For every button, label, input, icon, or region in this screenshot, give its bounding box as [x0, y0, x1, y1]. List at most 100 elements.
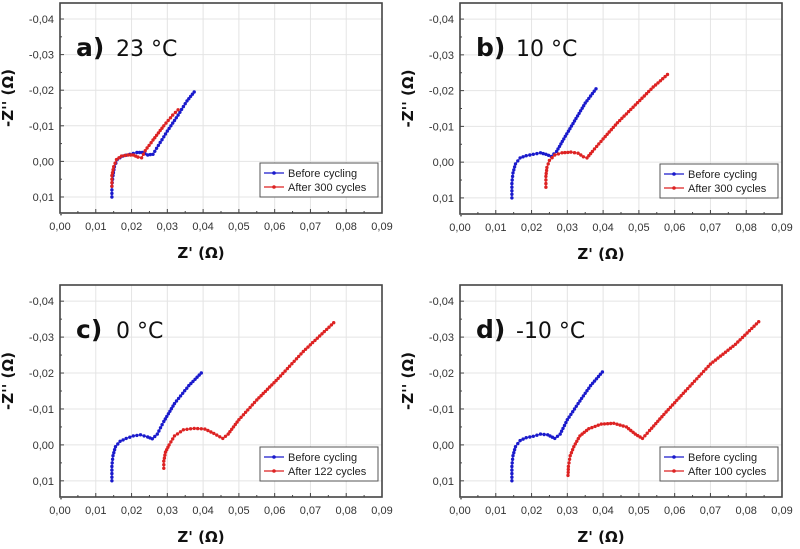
data-point [212, 431, 216, 436]
data-point [524, 436, 528, 440]
x-tick-label: 0,06 [264, 505, 285, 517]
data-point [228, 430, 232, 434]
data-point [178, 394, 183, 398]
x-tick-label: 0,05 [628, 505, 649, 517]
y-tick-label: -0,01 [29, 404, 54, 416]
data-point [577, 111, 581, 116]
data-point [544, 168, 549, 173]
data-point [562, 423, 567, 428]
data-point [303, 347, 308, 351]
data-point [706, 364, 710, 369]
panel-temperature: -10 °C [516, 319, 585, 344]
data-point [597, 142, 601, 146]
legend-marker [672, 186, 676, 190]
y-tick-label: -0,01 [429, 121, 454, 133]
data-point [183, 102, 187, 106]
data-point [656, 419, 660, 423]
data-point [635, 101, 640, 105]
data-point [158, 128, 162, 133]
panel-temperature: 10 °C [516, 37, 577, 62]
data-point [237, 418, 241, 422]
data-point [121, 438, 125, 442]
data-point [187, 383, 191, 388]
data-point [697, 374, 701, 378]
data-point [510, 181, 514, 186]
data-point [613, 123, 618, 127]
data-point [590, 149, 595, 154]
data-point [620, 116, 624, 121]
y-tick-label: -0,02 [29, 85, 54, 97]
data-point [633, 103, 637, 107]
data-point [246, 408, 250, 412]
data-point [535, 151, 539, 156]
data-point [521, 155, 525, 159]
data-point [581, 155, 586, 159]
data-point [601, 137, 605, 141]
data-point [679, 394, 683, 398]
data-point [272, 381, 276, 385]
data-point [511, 454, 515, 458]
y-tick-label: -0,03 [29, 332, 54, 344]
data-point [716, 356, 720, 360]
data-point [582, 430, 586, 434]
data-point [652, 424, 656, 428]
x-tick-label: 0,07 [700, 505, 721, 517]
data-point [553, 153, 557, 157]
data-point [638, 98, 642, 103]
data-point [711, 360, 715, 364]
y-tick-label: -0,03 [429, 332, 454, 344]
data-point [297, 354, 301, 359]
legend-box [659, 163, 779, 199]
data-point [650, 426, 654, 430]
panel-b: 0,00 0,01 0,02 0,03 0,04 0,05 0,06 0,07 0,08 0,09… [399, 2, 793, 263]
data-point [510, 185, 514, 189]
data-point [611, 125, 615, 130]
data-point [518, 438, 522, 443]
data-point [572, 445, 576, 449]
data-point [579, 153, 583, 157]
data-point [644, 92, 649, 96]
data-point [320, 332, 324, 336]
x-tick-label: 0,08 [336, 505, 357, 517]
data-point [114, 157, 119, 162]
data-point [164, 121, 168, 125]
y-axis-title: -Z'' (Ω) [0, 69, 17, 127]
data-point [168, 116, 173, 120]
x-tick-label: 0,02 [121, 505, 142, 517]
data-point [544, 152, 548, 156]
data-point [110, 479, 114, 483]
data-point [546, 153, 551, 157]
data-point [598, 372, 603, 376]
x-tick-label: 0,03 [157, 505, 178, 517]
y-tick-label: 0,01 [33, 192, 54, 204]
data-point [128, 435, 132, 439]
data-point [576, 436, 580, 441]
data-point [110, 471, 114, 476]
data-point [510, 192, 514, 196]
data-point [175, 432, 180, 436]
data-point [162, 463, 166, 467]
data-point [278, 374, 283, 378]
data-point [511, 171, 515, 175]
legend: Before cycling After 300 cycles [659, 163, 779, 199]
data-point [139, 156, 144, 160]
data-point [571, 121, 575, 126]
x-tick-label: 0,08 [336, 221, 357, 233]
data-point [117, 156, 121, 160]
data-point [172, 118, 177, 123]
data-point [538, 151, 543, 155]
x-tick-label: 0,00 [49, 221, 70, 233]
data-point [112, 451, 116, 455]
data-point [308, 343, 312, 347]
data-point [566, 470, 570, 475]
data-point [153, 434, 157, 439]
data-point [731, 344, 735, 348]
data-point [181, 391, 185, 395]
data-point [544, 171, 548, 176]
data-point [512, 165, 517, 169]
y-tick-label: -0,01 [429, 404, 454, 416]
data-point [513, 162, 518, 166]
panel-letter: c) [76, 315, 102, 344]
data-point [185, 427, 189, 431]
data-point [558, 432, 562, 436]
